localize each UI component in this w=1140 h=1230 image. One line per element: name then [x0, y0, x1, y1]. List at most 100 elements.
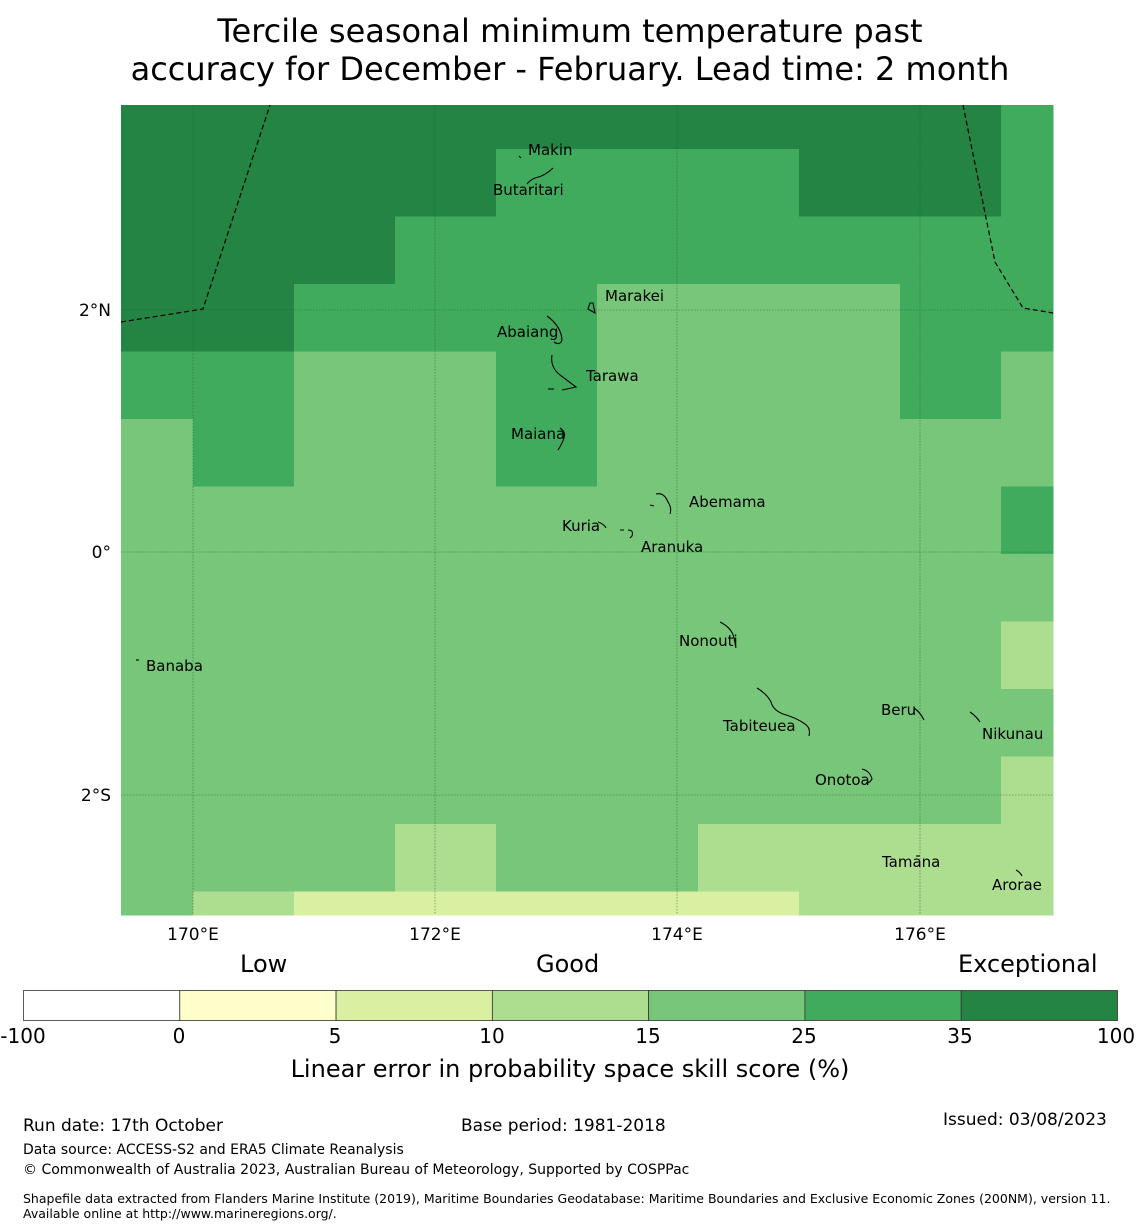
skill-cell [698, 419, 800, 487]
skill-cell [395, 891, 497, 916]
island-label-maiana: Maiana [511, 425, 565, 443]
skill-cell [1001, 824, 1054, 892]
x-tick-labels: 170°E 172°E 174°E 176°E [167, 925, 946, 945]
island-makin [518, 155, 522, 159]
skill-cell [294, 554, 396, 622]
island-label-butaritari: Butaritari [493, 181, 564, 199]
skill-cell [294, 351, 396, 420]
skill-cell [597, 105, 699, 150]
skill-cell [121, 891, 194, 916]
island-label-kuria: Kuria [562, 517, 600, 535]
island-abaiang [546, 315, 563, 345]
island-label-arorae: Arorae [992, 876, 1042, 894]
skill-cell [121, 419, 194, 487]
skill-cell [121, 689, 194, 757]
island-marakei [587, 302, 596, 315]
island-nikunau [969, 711, 981, 723]
skill-cell [395, 824, 497, 892]
skill-cell [294, 149, 396, 217]
skill-cell [193, 149, 295, 217]
skill-cell [294, 689, 396, 757]
skill-cell [1001, 486, 1054, 555]
skill-cell [799, 621, 901, 690]
copyright: © Commonwealth of Australia 2023, Austra… [23, 1162, 690, 1178]
skill-cell [294, 621, 396, 690]
colorbar-segment [179, 990, 337, 1021]
skill-cell [597, 689, 699, 757]
skill-cell [395, 351, 497, 420]
y-tick-label: 2°S [81, 786, 111, 806]
skill-cell [597, 351, 699, 420]
skill-cell [294, 824, 396, 892]
chart-title: Tercile seasonal minimum temperature pas… [0, 12, 1140, 88]
colorbar-tick: -100 [0, 1024, 46, 1048]
skill-cell [1001, 689, 1054, 757]
skill-cell [597, 216, 699, 285]
skill-cell [496, 756, 598, 825]
skill-cell [799, 891, 901, 916]
skill-cell [193, 891, 295, 916]
run-date: Run date: 17th October [23, 1116, 223, 1136]
island-label-onotoa: Onotoa [815, 771, 870, 789]
skill-cell [395, 284, 497, 352]
skill-cell [799, 351, 901, 420]
y-tick-label: 0° [92, 543, 111, 563]
skill-cell [496, 486, 598, 555]
skill-cell [698, 891, 800, 916]
island-label-tarawa: Tarawa [585, 367, 639, 385]
title-line-1: Tercile seasonal minimum temperature pas… [217, 12, 923, 50]
data-source: Data source: ACCESS-S2 and ERA5 Climate … [23, 1142, 404, 1158]
skill-cell [496, 105, 598, 150]
skill-cell [698, 689, 800, 757]
skill-cell [900, 621, 1002, 690]
skill-cell [698, 149, 800, 217]
skill-cell [698, 621, 800, 690]
skill-cell [698, 554, 800, 622]
island-tarawa [548, 354, 578, 391]
y-tick-labels: 2°N 0° 2°S [79, 301, 111, 806]
base-period: Base period: 1981-2018 [461, 1116, 666, 1136]
issued-date: Issued: 03/08/2023 [943, 1110, 1107, 1130]
eez-boundary [120, 104, 1054, 323]
colorbar-label-low: Low [240, 950, 288, 978]
skill-cell [900, 689, 1002, 757]
island-label-makin: Makin [528, 141, 573, 159]
skill-cell [121, 149, 194, 217]
skill-cell [597, 554, 699, 622]
skill-cell [496, 621, 598, 690]
skill-map: Makin Butaritari Marakei Abaiang Tarawa … [79, 104, 1054, 945]
x-tick-label: 176°E [894, 925, 946, 945]
skill-cell [121, 621, 194, 690]
skill-cell [496, 149, 598, 217]
skill-cell [496, 689, 598, 757]
skill-cell [395, 621, 497, 690]
eez-boundary-west [120, 104, 271, 323]
island-label-abemama: Abemama [689, 493, 766, 511]
skill-cell [698, 284, 800, 352]
skill-cell [193, 824, 295, 892]
x-tick-label: 174°E [651, 925, 703, 945]
island-label-marakei: Marakei [605, 287, 664, 305]
colorbar-tick: 25 [791, 1024, 817, 1048]
island-label-tamana: Tamana [881, 853, 940, 871]
skill-cell [395, 216, 497, 285]
skill-cell [1001, 216, 1054, 285]
skill-cell [1001, 756, 1054, 825]
island-label-nonouti: Nonouti [679, 632, 738, 650]
colorbar-tick: 5 [328, 1024, 342, 1048]
island-kuria [597, 521, 607, 529]
skill-cell [900, 486, 1002, 555]
skill-cell [597, 824, 699, 892]
skill-cell [900, 216, 1002, 285]
skill-cell [294, 756, 396, 825]
skill-cell [597, 756, 699, 825]
island-nonouti [719, 621, 737, 649]
colorbar-segment [960, 990, 1118, 1021]
skill-cell [900, 756, 1002, 825]
colorbar-label-exceptional: Exceptional [958, 950, 1098, 978]
skill-cell [900, 824, 1002, 892]
skill-cell [193, 689, 295, 757]
colorbar-segment [804, 990, 962, 1021]
shapefile-credit: Shapefile data extracted from Flanders M… [23, 1191, 1111, 1221]
skill-cell [395, 689, 497, 757]
